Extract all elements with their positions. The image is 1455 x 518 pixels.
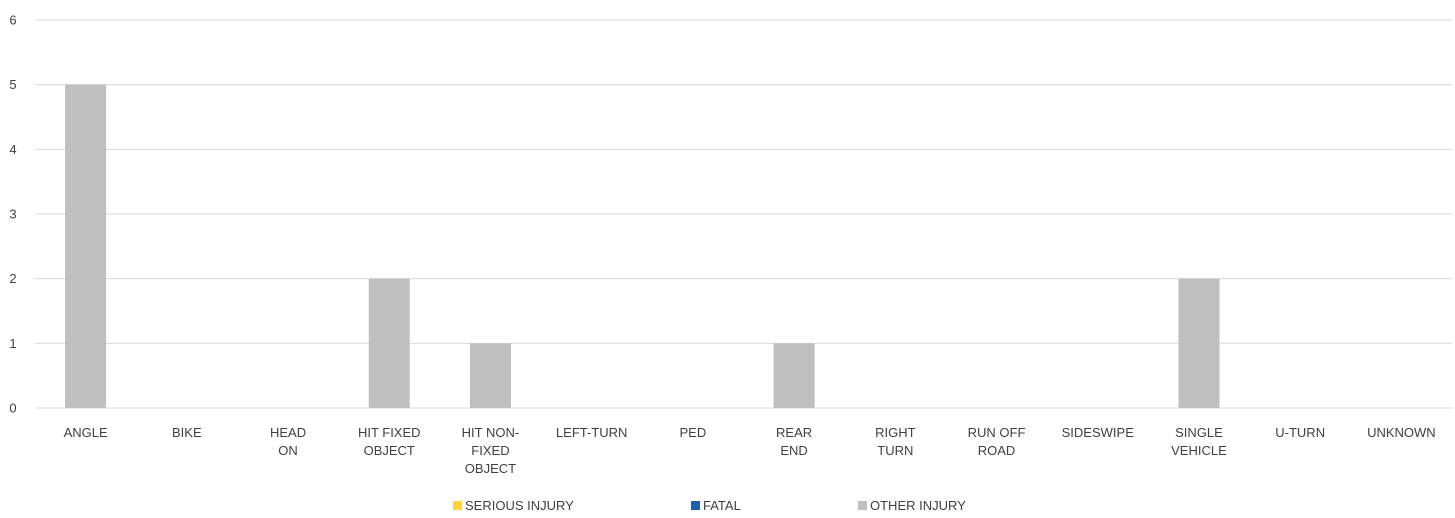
x-tick-label: HEAD ON [270,425,306,458]
legend-swatch [691,501,700,510]
legend-swatch [453,501,462,510]
x-tick-label: REAR END [776,425,812,458]
legend-item: SERIOUS INJURY [453,498,574,513]
x-tick-label: UNKNOWN [1367,425,1436,440]
x-tick-label: ANGLE [64,425,108,440]
legend-label: OTHER INJURY [870,498,966,513]
x-tick-label: SIDESWIPE [1062,425,1135,440]
y-tick-label: 4 [9,142,16,157]
y-tick-label: 1 [9,336,16,351]
bar-other-injury [469,343,511,408]
legend-swatch [858,501,867,510]
bar-other-injury [65,84,107,409]
x-tick-label: HIT NON-FIXED OBJECT [462,425,520,476]
x-tick-label: RIGHT TURN [875,425,916,458]
bar-other-injury [773,343,815,408]
x-tick-label: U-TURN [1275,425,1325,440]
x-tick-label: SINGLE VEHICLE [1171,425,1227,458]
legend-label: FATAL [703,498,741,513]
bars [65,84,1220,409]
legend-label: SERIOUS INJURY [465,498,574,513]
gridlines [35,19,1452,409]
x-tick-label: PED [680,425,707,440]
x-tick-label: BIKE [172,425,202,440]
x-tick-label: HIT FIXED OBJECT [358,425,421,458]
legend-item: FATAL [691,498,741,513]
y-tick-label: 3 [9,207,16,222]
bar-other-injury [1178,278,1220,408]
y-axis-ticks: 0 1 2 3 4 5 6 [9,13,16,416]
x-tick-label: LEFT-TURN [556,425,628,440]
y-tick-label: 6 [9,13,16,28]
x-axis-labels: ANGLE BIKE HEAD ON HIT FIXED OBJECT HIT NON-FI… [64,425,1436,476]
y-tick-label: 2 [9,271,16,286]
x-tick-label: RUN OFF ROAD [968,425,1026,458]
y-tick-label: 5 [9,77,16,92]
y-tick-label: 0 [9,401,16,416]
bar-other-injury [368,278,410,408]
legend-item: OTHER INJURY [858,498,966,513]
legend: SERIOUS INJURY FATAL OTHER INJURY [453,498,966,513]
